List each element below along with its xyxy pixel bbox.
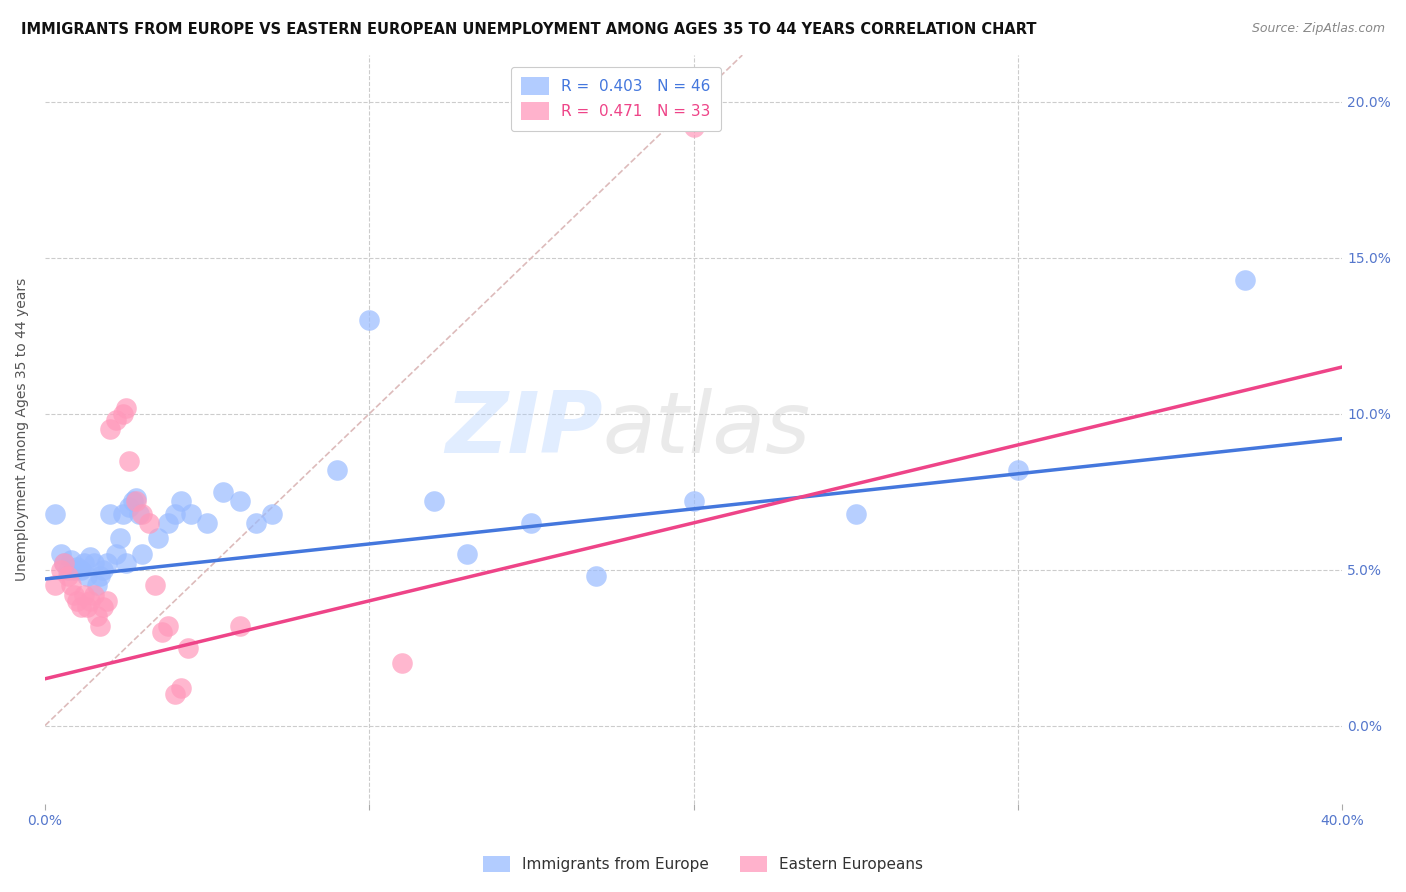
Point [73, 588, 96, 602]
Point [118, 500, 141, 515]
Point [86, 609, 108, 624]
Point [131, 507, 153, 521]
Text: Source: ZipAtlas.com: Source: ZipAtlas.com [1251, 22, 1385, 36]
Text: atlas: atlas [603, 388, 811, 471]
Point [89, 619, 111, 633]
Point [391, 656, 413, 670]
Point [44, 578, 66, 592]
Point [98, 507, 121, 521]
Point [157, 516, 180, 530]
Point [69, 600, 91, 615]
Point [115, 557, 138, 571]
Text: IMMIGRANTS FROM EUROPE VS EASTERN EUROPEAN UNEMPLOYMENT AMONG AGES 35 TO 44 YEAR: IMMIGRANTS FROM EUROPE VS EASTERN EUROPE… [21, 22, 1036, 37]
Text: ZIP: ZIP [446, 388, 603, 471]
Point [423, 494, 446, 508]
Point [76, 600, 98, 615]
Point [682, 494, 704, 508]
Point [66, 594, 89, 608]
Point [163, 507, 186, 521]
Point [131, 547, 153, 561]
Point [69, 563, 91, 577]
Point [108, 532, 131, 546]
Point [86, 578, 108, 592]
Point [53, 557, 76, 571]
Point [195, 516, 218, 530]
Point [585, 569, 607, 583]
Point [79, 550, 101, 565]
Point [1007, 463, 1029, 477]
Point [111, 407, 134, 421]
Point [96, 594, 118, 608]
Point [53, 557, 76, 571]
Point [79, 594, 101, 608]
Point [121, 494, 143, 508]
Point [138, 516, 160, 530]
Point [180, 507, 202, 521]
Point [118, 453, 141, 467]
Point [359, 313, 381, 327]
Point [176, 640, 198, 655]
Point [170, 494, 193, 508]
Point [150, 625, 173, 640]
Point [51, 547, 73, 561]
Point [456, 547, 478, 561]
Point [326, 463, 349, 477]
Point [56, 563, 79, 577]
Legend: Immigrants from Europe, Eastern Europeans: Immigrants from Europe, Eastern European… [475, 848, 931, 880]
Legend: R =  0.403   N = 46, R =  0.471   N = 33: R = 0.403 N = 46, R = 0.471 N = 33 [510, 67, 721, 131]
Point [63, 563, 86, 577]
Point [66, 559, 89, 574]
Point [44, 507, 66, 521]
Point [56, 569, 79, 583]
Point [105, 413, 128, 427]
Point [89, 569, 111, 583]
Point [125, 491, 148, 505]
Point [143, 578, 166, 592]
Point [157, 619, 180, 633]
Point [76, 569, 98, 583]
Point [111, 507, 134, 521]
Point [128, 507, 150, 521]
Point [212, 484, 235, 499]
Point [245, 516, 267, 530]
Point [93, 563, 115, 577]
Point [228, 494, 250, 508]
Point [59, 553, 82, 567]
Point [260, 507, 283, 521]
Point [125, 494, 148, 508]
Point [520, 516, 543, 530]
Point [1233, 273, 1256, 287]
Point [93, 600, 115, 615]
Point [83, 557, 105, 571]
Point [63, 588, 86, 602]
Point [845, 507, 868, 521]
Point [83, 588, 105, 602]
Point [115, 401, 138, 415]
Point [170, 681, 193, 695]
Point [148, 532, 170, 546]
Point [59, 578, 82, 592]
Point [96, 557, 118, 571]
Point [51, 563, 73, 577]
Point [163, 687, 186, 701]
Point [682, 120, 704, 134]
Point [228, 619, 250, 633]
Point [73, 557, 96, 571]
Point [105, 547, 128, 561]
Point [98, 422, 121, 436]
Y-axis label: Unemployment Among Ages 35 to 44 years: Unemployment Among Ages 35 to 44 years [15, 277, 30, 581]
